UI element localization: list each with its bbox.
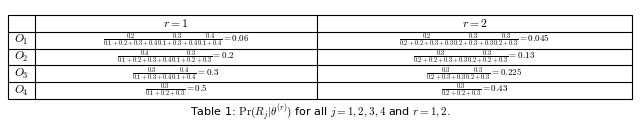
Text: Table 1: $\mathrm{Pr}(R_j|\theta^{(r)})$ for all $j = 1, 2, 3, 4$ and $r = 1, 2$: Table 1: $\mathrm{Pr}(R_j|\theta^{(r)})$… bbox=[189, 102, 451, 122]
Text: $\frac{0.2}{0.2+0.2+0.3+0.3}\frac{0.3}{0.2+0.3+0.3}\frac{0.3}{0.2+0.3} = 0.045$: $\frac{0.2}{0.2+0.2+0.3+0.3}\frac{0.3}{0… bbox=[399, 31, 550, 49]
Text: $\frac{0.4}{0.1+0.2+0.3+0.4}\frac{0.3}{0.1+0.2+0.3} = 0.2$: $\frac{0.4}{0.1+0.2+0.3+0.4}\frac{0.3}{0… bbox=[117, 48, 235, 66]
Text: $\frac{0.3}{0.2+0.2+0.3+0.3}\frac{0.3}{0.2+0.2+0.3} = 0.13$: $\frac{0.3}{0.2+0.2+0.3+0.3}\frac{0.3}{0… bbox=[413, 48, 536, 66]
Text: $\frac{0.3}{0.1+0.3+0.4}\frac{0.4}{0.1+0.4} = 0.3$: $\frac{0.3}{0.1+0.3+0.4}\frac{0.4}{0.1+0… bbox=[132, 65, 220, 83]
Text: $\frac{0.3}{0.1+0.2+0.3} = 0.5$: $\frac{0.3}{0.1+0.2+0.3} = 0.5$ bbox=[145, 82, 207, 99]
Text: $\frac{0.3}{0.2+0.3+0.3}\frac{0.3}{0.2+0.3} = 0.225$: $\frac{0.3}{0.2+0.3+0.3}\frac{0.3}{0.2+0… bbox=[426, 65, 523, 83]
Bar bbox=[8, 15, 632, 99]
Text: $O_2$: $O_2$ bbox=[14, 50, 29, 64]
Text: $\frac{0.2}{0.1+0.2+0.3+0.4}\frac{0.3}{0.1+0.3+0.4}\frac{0.4}{0.1+0.4} = 0.06$: $\frac{0.2}{0.1+0.2+0.3+0.4}\frac{0.3}{0… bbox=[102, 31, 250, 49]
Text: $O_4$: $O_4$ bbox=[14, 84, 29, 98]
Text: $r = 2$: $r = 2$ bbox=[461, 17, 488, 30]
Text: $O_3$: $O_3$ bbox=[14, 67, 29, 81]
Text: $O_1$: $O_1$ bbox=[14, 33, 29, 47]
Text: $r = 1$: $r = 1$ bbox=[163, 17, 189, 30]
Text: $\frac{0.3}{0.2+0.2+0.3} = 0.43$: $\frac{0.3}{0.2+0.2+0.3} = 0.43$ bbox=[441, 82, 508, 99]
